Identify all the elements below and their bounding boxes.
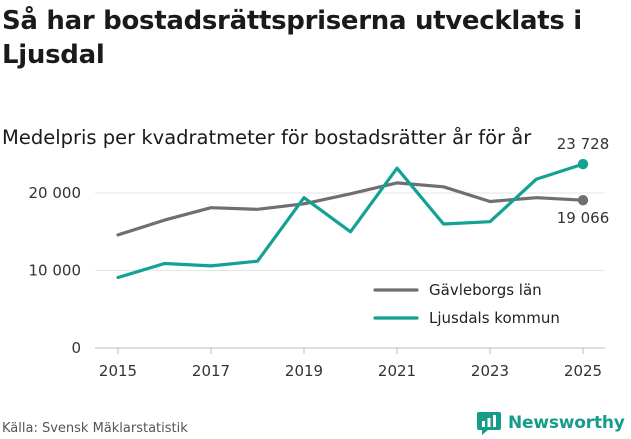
x-tick-label: 2021 (378, 362, 416, 380)
x-tick-label: 2025 (564, 362, 602, 380)
end-point-ljusdals-kommun (577, 158, 589, 170)
chart-subtitle: Medelpris per kvadratmeter för bostadsrä… (2, 126, 532, 149)
legend-label: Gävleborgs län (429, 281, 542, 299)
line-chart: 0 10 000 20 000 2015 2017 2019 2021 2023 2025 1… (29, 135, 610, 380)
series-line-ljusdals-kommun (116, 162, 585, 280)
x-tick-label: 2017 (192, 362, 230, 380)
brand-name: Newsworthy (508, 413, 625, 433)
y-tick-label: 0 (71, 339, 81, 357)
y-tick-label: 20 000 (29, 184, 82, 202)
end-value-label: 19 066 (557, 209, 610, 227)
y-tick-label: 10 000 (29, 262, 82, 280)
series-line-gavleborgs-lan (116, 181, 585, 237)
end-point-gavleborgs-lan (577, 195, 589, 206)
x-tick-label: 2019 (285, 362, 323, 380)
legend-label: Ljusdals kommun (429, 309, 560, 327)
brand-logo: Newsworthy (476, 409, 625, 437)
x-tick-label: 2015 (99, 362, 137, 380)
source-note: Källa: Svensk Mäklarstatistik (2, 421, 188, 436)
chart-title: Så har bostadsrättspriserna utvecklats i… (2, 6, 582, 70)
end-value-label: 23 728 (557, 135, 610, 153)
newsworthy-logo-icon (477, 412, 501, 435)
x-tick-label: 2023 (471, 362, 509, 380)
